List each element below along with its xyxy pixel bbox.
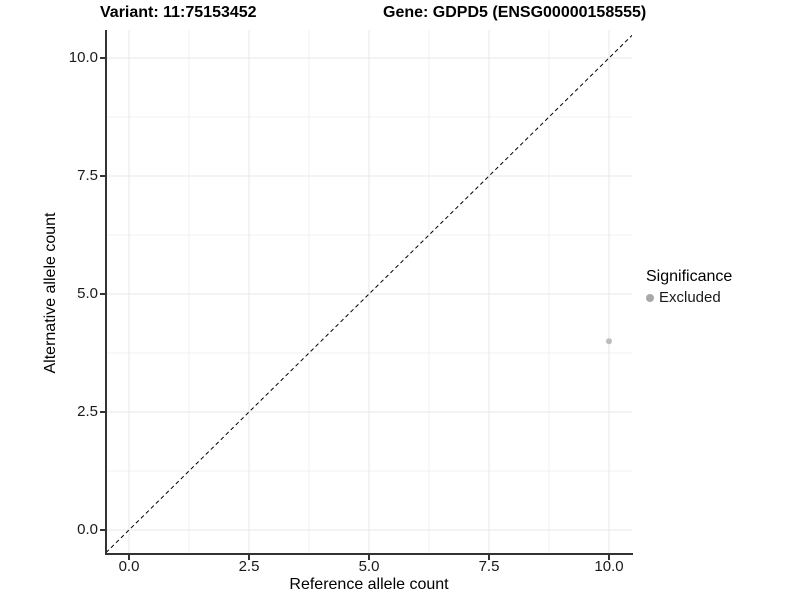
y-tick-label: 5.0	[77, 285, 98, 302]
x-tick-mark	[368, 555, 370, 560]
y-axis-line	[105, 30, 107, 555]
plot-canvas	[106, 30, 632, 553]
y-tick-label: 0.0	[77, 521, 98, 538]
x-tick-mark	[608, 555, 610, 560]
identity-dashed-line	[106, 35, 632, 553]
y-tick-mark	[100, 411, 105, 413]
legend-items: Excluded	[646, 289, 732, 306]
plot-panel	[106, 30, 632, 553]
x-tick-mark	[128, 555, 130, 560]
y-tick-label: 2.5	[77, 403, 98, 420]
x-tick-label: 10.0	[594, 558, 624, 575]
legend-item: Excluded	[646, 289, 732, 306]
legend-point-icon	[646, 293, 654, 302]
plot-title-variant: Variant: 11:75153452	[100, 4, 257, 21]
x-axis-title: Reference allele count	[289, 576, 449, 593]
x-tick-mark	[488, 555, 490, 560]
x-axis-line	[105, 553, 633, 555]
x-tick-mark	[248, 555, 250, 560]
y-tick-mark	[100, 175, 105, 177]
x-tick-label: 5.0	[358, 558, 380, 575]
y-tick-label: 7.5	[77, 167, 98, 184]
legend-item-label: Excluded	[659, 289, 721, 306]
x-tick-label: 7.5	[478, 558, 500, 575]
y-tick-label: 10.0	[68, 49, 98, 66]
plot-title-gene: Gene: GDPD5 (ENSG00000158555)	[383, 4, 647, 21]
y-tick-mark	[100, 293, 105, 295]
x-tick-label: 2.5	[238, 558, 260, 575]
y-tick-mark	[100, 529, 105, 531]
y-tick-mark	[100, 57, 105, 59]
legend-title: Significance	[646, 268, 733, 285]
x-tick-label: 0.0	[118, 558, 140, 575]
legend: Significance Excluded	[646, 268, 732, 306]
data-point	[606, 338, 612, 345]
